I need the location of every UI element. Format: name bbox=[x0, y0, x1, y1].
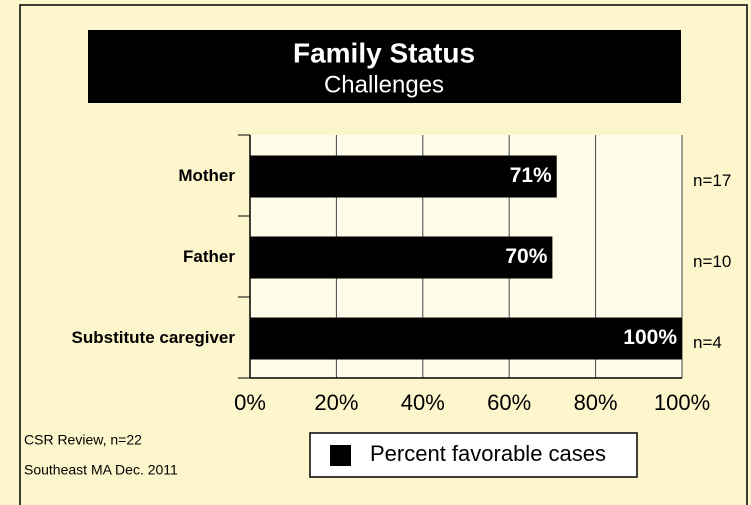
bar bbox=[250, 155, 557, 198]
value-label: 70% bbox=[505, 245, 547, 268]
note: Southeast MA Dec. 2011 bbox=[24, 462, 178, 478]
bar bbox=[250, 236, 553, 279]
x-tick-label: 100% bbox=[654, 390, 710, 415]
annotation: n=17 bbox=[693, 171, 731, 190]
chart-title: Family Status bbox=[293, 37, 475, 68]
x-tick-label: 80% bbox=[574, 390, 618, 415]
value-label: 100% bbox=[623, 326, 677, 349]
x-tick-label: 60% bbox=[487, 390, 531, 415]
x-tick-label: 20% bbox=[314, 390, 358, 415]
note: CSR Review, n=22 bbox=[24, 432, 142, 448]
x-tick-label: 40% bbox=[401, 390, 445, 415]
annotation: n=10 bbox=[693, 252, 731, 271]
legend-box bbox=[309, 432, 638, 478]
x-tick-label: 0% bbox=[234, 390, 266, 415]
legend-swatch bbox=[330, 445, 351, 466]
chart-subtitle: Challenges bbox=[324, 71, 444, 98]
bar bbox=[250, 317, 682, 360]
value-label: 71% bbox=[510, 164, 552, 187]
title-box bbox=[88, 30, 681, 103]
y-tick-label: Substitute caregiver bbox=[72, 328, 236, 347]
y-tick-label: Mother bbox=[178, 166, 235, 185]
frame bbox=[19, 4, 748, 505]
annotation: n=4 bbox=[693, 333, 722, 352]
legend-label: Percent favorable cases bbox=[370, 441, 606, 466]
y-tick-label: Father bbox=[183, 247, 235, 266]
